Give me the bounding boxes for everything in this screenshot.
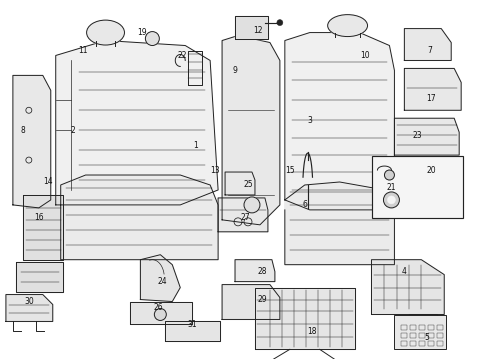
Text: 28: 28 xyxy=(257,267,266,276)
Polygon shape xyxy=(394,118,458,155)
Text: 9: 9 xyxy=(232,66,237,75)
Text: 8: 8 xyxy=(20,126,25,135)
Polygon shape xyxy=(16,262,62,292)
Circle shape xyxy=(154,309,166,320)
Text: 7: 7 xyxy=(426,46,431,55)
Circle shape xyxy=(386,196,395,204)
Text: 2: 2 xyxy=(70,126,75,135)
Circle shape xyxy=(145,32,159,45)
Circle shape xyxy=(276,20,282,26)
Polygon shape xyxy=(140,255,180,302)
Text: 23: 23 xyxy=(412,131,421,140)
Polygon shape xyxy=(6,294,53,321)
Bar xyxy=(436,341,442,346)
Text: 24: 24 xyxy=(157,277,167,286)
Text: 30: 30 xyxy=(24,297,34,306)
Text: 21: 21 xyxy=(386,184,395,193)
Polygon shape xyxy=(285,32,394,210)
Polygon shape xyxy=(404,68,460,110)
Ellipse shape xyxy=(327,15,367,37)
Text: 15: 15 xyxy=(285,166,294,175)
Polygon shape xyxy=(404,28,450,60)
Polygon shape xyxy=(235,15,267,39)
Bar xyxy=(427,333,433,338)
Polygon shape xyxy=(165,321,220,341)
Bar xyxy=(419,341,425,346)
Bar xyxy=(409,325,415,330)
Text: 6: 6 xyxy=(302,201,306,210)
Circle shape xyxy=(384,170,394,180)
FancyBboxPatch shape xyxy=(371,156,462,218)
Text: 25: 25 xyxy=(243,180,252,189)
Text: 20: 20 xyxy=(426,166,435,175)
Polygon shape xyxy=(235,260,274,282)
Text: 16: 16 xyxy=(34,213,43,222)
Text: 1: 1 xyxy=(192,141,197,150)
Polygon shape xyxy=(218,198,267,232)
Polygon shape xyxy=(222,36,279,225)
Polygon shape xyxy=(254,288,354,349)
Text: 14: 14 xyxy=(43,177,53,186)
Text: 31: 31 xyxy=(187,320,197,329)
Polygon shape xyxy=(224,172,254,195)
Bar xyxy=(401,333,407,338)
Bar xyxy=(436,325,442,330)
Text: 19: 19 xyxy=(137,28,147,37)
Polygon shape xyxy=(23,195,62,260)
Text: 11: 11 xyxy=(78,46,87,55)
Bar xyxy=(409,333,415,338)
Ellipse shape xyxy=(86,20,124,45)
Bar xyxy=(427,325,433,330)
Text: 12: 12 xyxy=(253,26,262,35)
Text: 29: 29 xyxy=(257,295,266,304)
Bar xyxy=(436,333,442,338)
Polygon shape xyxy=(285,182,394,265)
Bar xyxy=(401,341,407,346)
Bar xyxy=(427,341,433,346)
Polygon shape xyxy=(56,41,218,205)
FancyBboxPatch shape xyxy=(394,315,446,349)
Text: 10: 10 xyxy=(359,51,368,60)
Bar xyxy=(419,333,425,338)
Text: 13: 13 xyxy=(210,166,220,175)
Circle shape xyxy=(383,192,399,208)
Text: 22: 22 xyxy=(177,51,186,60)
Bar xyxy=(401,325,407,330)
Polygon shape xyxy=(13,75,51,208)
Polygon shape xyxy=(61,175,218,260)
Bar xyxy=(409,341,415,346)
Polygon shape xyxy=(222,285,279,319)
Text: 17: 17 xyxy=(426,94,435,103)
Bar xyxy=(419,325,425,330)
Text: 3: 3 xyxy=(306,116,311,125)
Text: 5: 5 xyxy=(424,333,429,342)
Text: 26: 26 xyxy=(153,303,163,312)
Circle shape xyxy=(244,197,260,213)
Polygon shape xyxy=(371,260,443,315)
Polygon shape xyxy=(130,302,192,324)
Text: 27: 27 xyxy=(240,213,249,222)
Text: 4: 4 xyxy=(401,267,406,276)
Text: 18: 18 xyxy=(306,327,316,336)
